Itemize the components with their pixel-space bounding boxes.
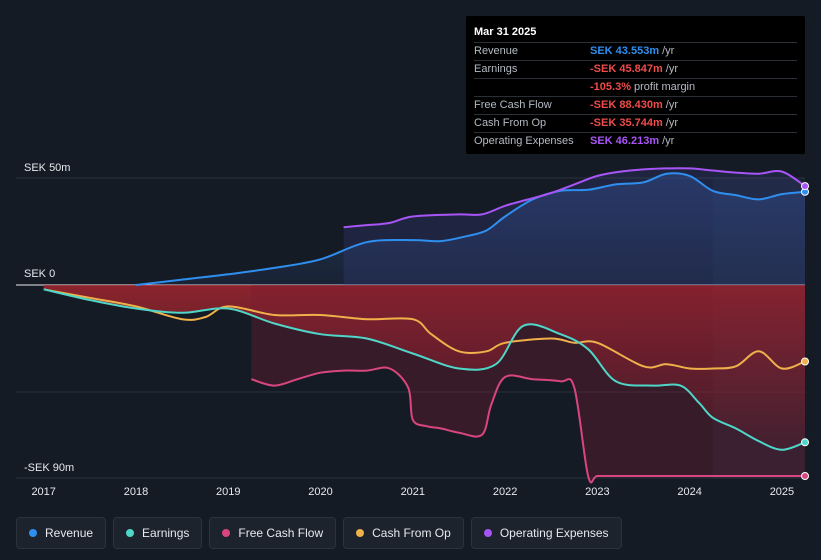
revenue-line (135, 172, 806, 286)
earnings-area (43, 285, 806, 450)
legend-label: Free Cash Flow (238, 526, 324, 540)
fill-layer (43, 168, 806, 483)
legend-item-earnings[interactable]: Earnings (113, 517, 203, 549)
tooltip-row: Earnings -SEK 45.847m/yr (474, 60, 797, 78)
cash-from-op-end-marker (801, 357, 809, 366)
operating-expenses-end-marker (801, 182, 809, 191)
tooltip-row-unit: profit margin (633, 81, 696, 93)
legend-label: Revenue (45, 526, 94, 540)
x-axis-ticks: 2017 2018 2019 2020 2021 2022 2023 2024 2025 (31, 486, 794, 498)
tooltip-row-unit: /yr (665, 117, 678, 129)
tooltip-row: -105.3% profit margin (474, 78, 797, 96)
legend-item-revenue[interactable]: Revenue (16, 517, 107, 549)
cash-from-op-line (43, 288, 806, 370)
x-tick-label: 2023 (585, 486, 609, 498)
tooltip-row: Cash From Op -SEK 35.744m/yr (474, 114, 797, 132)
operating-expenses-line (343, 167, 806, 229)
x-tick-label: 2021 (401, 486, 425, 498)
tooltip-row-label: Revenue (474, 45, 519, 57)
x-tick-label: 2018 (124, 486, 148, 498)
legend-label: Cash From Op (372, 526, 451, 540)
tooltip-row: Free Cash Flow -SEK 88.430m/yr (474, 96, 797, 114)
x-tick-label: 2017 (31, 486, 55, 498)
chart-legend: Revenue Earnings Free Cash Flow Cash From O… (16, 517, 622, 549)
earnings-line (43, 288, 806, 451)
tooltip-row-value: -SEK 45.847m (590, 63, 663, 75)
x-tick-label: 2020 (308, 486, 332, 498)
x-tick-label: 2025 (770, 486, 794, 498)
tooltip-row: Operating Expenses SEK 46.213m/yr (474, 132, 797, 150)
tooltip-row-label: Earnings (474, 63, 518, 75)
tooltip-row-unit: /yr (665, 63, 678, 75)
legend-dot-icon (29, 529, 37, 537)
legend-dot-icon (126, 529, 135, 537)
y-label-zero: SEK 0 (24, 268, 55, 280)
tooltip-row-label: Free Cash Flow (474, 99, 552, 111)
tooltip-rows: Revenue SEK 43.553m/yr Earnings -SEK 45.847… (474, 42, 797, 150)
x-tick-label: 2019 (216, 486, 240, 498)
legend-item-operating-expenses[interactable]: Operating Expenses (470, 517, 622, 549)
x-tick-label: 2022 (493, 486, 517, 498)
tooltip-row-value: -SEK 88.430m (590, 99, 663, 111)
tooltip-row-label: Operating Expenses (474, 135, 574, 147)
revenue-area (135, 173, 805, 285)
free-cash-flow-end-marker (801, 472, 809, 480)
tooltip-row-value: SEK 43.553m (590, 45, 660, 57)
tooltip-row-value: SEK 46.213m (590, 135, 660, 147)
tooltip-date: Mar 31 2025 (474, 26, 537, 38)
marker-layer (801, 182, 809, 480)
tooltip-row-label: Cash From Op (474, 117, 547, 129)
tooltip-row-value: -105.3% (590, 81, 631, 93)
y-label-top: SEK 50m (24, 162, 70, 174)
legend-label: Earnings (142, 526, 190, 540)
tooltip-row-value: -SEK 35.744m (590, 117, 663, 129)
tooltip-row-unit: /yr (662, 135, 675, 147)
legend-item-free-cash-flow[interactable]: Free Cash Flow (209, 517, 337, 549)
y-label-bottom: -SEK 90m (24, 462, 74, 474)
legend-dot-icon (483, 529, 492, 537)
x-tick-label: 2024 (677, 486, 701, 498)
tooltip-row-unit: /yr (662, 45, 675, 57)
legend-item-cash-from-op[interactable]: Cash From Op (343, 517, 464, 549)
fcf-area (251, 285, 806, 483)
line-layer (43, 167, 806, 484)
tooltip-row-unit: /yr (665, 99, 678, 111)
legend-dot-icon (222, 529, 231, 537)
tooltip-panel: Mar 31 2025 Revenue SEK 43.553m/yr Earning… (466, 16, 805, 154)
tooltip-row: Revenue SEK 43.553m/yr (474, 42, 797, 60)
earnings-end-marker (801, 438, 809, 447)
legend-label: Operating Expenses (499, 526, 609, 540)
free-cash-flow-line (251, 366, 805, 484)
opex-area (343, 168, 805, 285)
legend-dot-icon (356, 529, 365, 537)
tooltip-row-label (474, 79, 590, 96)
